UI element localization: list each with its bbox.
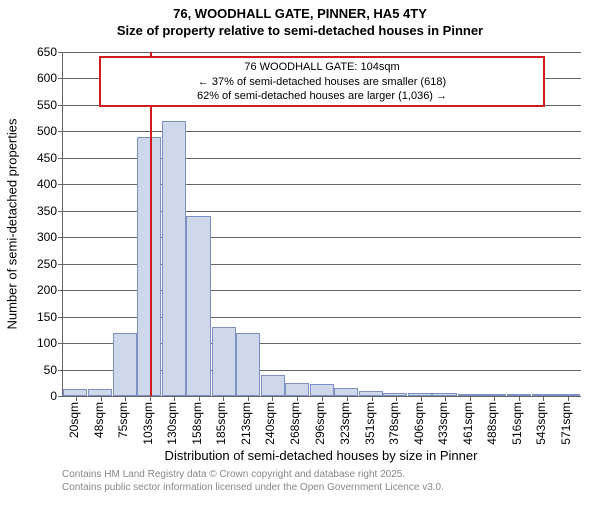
x-tick-mark xyxy=(248,396,249,401)
x-tick-mark xyxy=(470,396,471,401)
x-tick-mark xyxy=(445,396,446,401)
annotation-box: 76 WOODHALL GATE: 104sqm← 37% of semi-de… xyxy=(99,56,545,107)
x-tick-mark xyxy=(421,396,422,401)
x-tick-mark xyxy=(272,396,273,401)
annotation-line: ← 37% of semi-detached houses are smalle… xyxy=(107,75,537,89)
histogram-bar xyxy=(334,388,358,396)
x-tick-mark xyxy=(125,396,126,401)
histogram-bar xyxy=(63,389,87,396)
y-tick-label: 50 xyxy=(44,363,63,377)
x-tick-mark xyxy=(543,396,544,401)
x-tick-label: 240sqm xyxy=(263,402,277,445)
histogram-bar xyxy=(88,389,112,396)
y-tick-label: 200 xyxy=(37,283,63,297)
y-tick-label: 350 xyxy=(37,204,63,218)
x-tick-label: 296sqm xyxy=(313,402,327,445)
x-tick-mark xyxy=(568,396,569,401)
attribution-text: Contains HM Land Registry data © Crown c… xyxy=(62,468,444,494)
x-tick-mark xyxy=(519,396,520,401)
y-tick-label: 650 xyxy=(37,45,63,59)
annotation-line: 76 WOODHALL GATE: 104sqm xyxy=(107,60,537,74)
histogram-bar xyxy=(285,383,309,396)
chart-title-main: 76, WOODHALL GATE, PINNER, HA5 4TY xyxy=(0,6,600,21)
x-tick-mark xyxy=(322,396,323,401)
y-gridline xyxy=(63,131,581,132)
x-tick-label: 571sqm xyxy=(559,402,573,445)
y-tick-label: 250 xyxy=(37,257,63,271)
x-tick-label: 130sqm xyxy=(165,402,179,445)
x-tick-mark xyxy=(174,396,175,401)
histogram-bar xyxy=(310,384,334,396)
x-tick-label: 461sqm xyxy=(461,402,475,445)
y-tick-label: 300 xyxy=(37,230,63,244)
chart-title-sub: Size of property relative to semi-detach… xyxy=(0,23,600,38)
y-tick-label: 550 xyxy=(37,98,63,112)
x-tick-mark xyxy=(101,396,102,401)
x-tick-label: 543sqm xyxy=(534,402,548,445)
x-tick-label: 406sqm xyxy=(412,402,426,445)
histogram-bar xyxy=(186,216,210,396)
x-tick-label: 75sqm xyxy=(116,402,130,438)
y-tick-label: 100 xyxy=(37,336,63,350)
x-tick-label: 103sqm xyxy=(141,402,155,445)
x-tick-label: 185sqm xyxy=(214,402,228,445)
y-tick-label: 0 xyxy=(50,389,63,403)
y-tick-label: 150 xyxy=(37,310,63,324)
x-tick-mark xyxy=(396,396,397,401)
x-tick-label: 378sqm xyxy=(387,402,401,445)
y-tick-label: 400 xyxy=(37,177,63,191)
x-tick-mark xyxy=(150,396,151,401)
y-tick-label: 600 xyxy=(37,71,63,85)
y-gridline xyxy=(63,52,581,53)
y-axis-label: Number of semi-detached properties xyxy=(5,119,20,330)
annotation-line: 62% of semi-detached houses are larger (… xyxy=(107,89,537,103)
x-tick-mark xyxy=(223,396,224,401)
x-tick-mark xyxy=(372,396,373,401)
attribution-line2: Contains public sector information licen… xyxy=(62,481,444,494)
y-tick-label: 450 xyxy=(37,151,63,165)
histogram-bar xyxy=(236,333,260,397)
x-tick-label: 213sqm xyxy=(239,402,253,445)
x-tick-label: 323sqm xyxy=(338,402,352,445)
x-tick-label: 48sqm xyxy=(92,402,106,438)
x-tick-mark xyxy=(199,396,200,401)
x-tick-label: 516sqm xyxy=(510,402,524,445)
x-tick-mark xyxy=(76,396,77,401)
y-tick-label: 500 xyxy=(37,124,63,138)
x-tick-label: 488sqm xyxy=(485,402,499,445)
x-tick-mark xyxy=(494,396,495,401)
attribution-line1: Contains HM Land Registry data © Crown c… xyxy=(62,468,444,481)
x-tick-mark xyxy=(347,396,348,401)
histogram-bar xyxy=(212,327,236,396)
x-axis-label: Distribution of semi-detached houses by … xyxy=(165,448,478,463)
x-tick-label: 20sqm xyxy=(67,402,81,438)
x-tick-label: 268sqm xyxy=(288,402,302,445)
histogram-bar xyxy=(261,375,285,396)
histogram-bar xyxy=(113,333,137,397)
x-tick-label: 158sqm xyxy=(190,402,204,445)
x-tick-label: 433sqm xyxy=(436,402,450,445)
histogram-bar xyxy=(162,121,186,396)
chart-plot-area: 0501001502002503003504004505005506006502… xyxy=(62,52,581,397)
x-tick-label: 351sqm xyxy=(363,402,377,445)
x-tick-mark xyxy=(297,396,298,401)
